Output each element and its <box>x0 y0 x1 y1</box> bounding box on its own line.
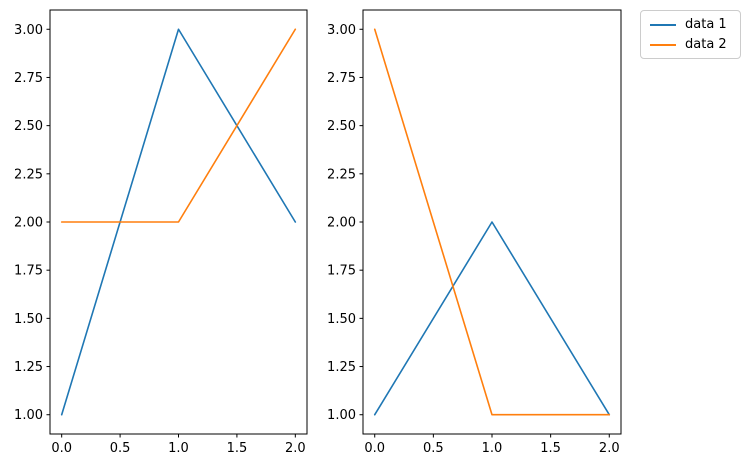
x-tick-label: 2.0 <box>285 441 306 456</box>
x-tick-label: 0.5 <box>110 441 131 456</box>
legend-label: data 2 <box>685 37 727 52</box>
x-tick-label: 2.0 <box>599 441 620 456</box>
y-tick-label: 2.00 <box>14 216 43 231</box>
x-tick-label: 1.5 <box>227 441 248 456</box>
y-tick-label: 2.50 <box>327 119 356 134</box>
legend-line-swatch-data-2 <box>650 43 676 46</box>
y-tick-label: 2.50 <box>14 119 43 134</box>
line-data-1 <box>373 221 611 416</box>
x-tick-label: 1.0 <box>482 441 503 456</box>
x-tick-label: 0.5 <box>423 441 444 456</box>
line-data-2 <box>373 28 611 416</box>
axes-spines <box>49 9 308 435</box>
legend-item-data-2: data 2 <box>650 38 730 51</box>
y-tick-label: 2.00 <box>327 216 356 231</box>
legend-line-swatch-data-1 <box>650 23 676 26</box>
y-tick-label: 1.25 <box>327 360 356 375</box>
y-tick-label: 1.50 <box>327 312 356 327</box>
y-tick-label: 1.50 <box>14 312 43 327</box>
y-tick-label: 2.75 <box>327 71 356 86</box>
legend-item-data-1: data 1 <box>650 18 730 31</box>
y-tick-label: 3.00 <box>327 23 356 38</box>
y-tick-label: 1.75 <box>327 264 356 279</box>
legend-label: data 1 <box>685 17 727 32</box>
y-tick-label: 2.25 <box>327 167 356 182</box>
y-tick-label: 2.25 <box>14 167 43 182</box>
line-data-2 <box>60 28 297 223</box>
y-tick-label: 1.75 <box>14 264 43 279</box>
x-tick-label: 1.0 <box>168 441 189 456</box>
x-tick-label: 0.0 <box>51 441 72 456</box>
x-tick-label: 1.5 <box>540 441 561 456</box>
y-tick-label: 1.00 <box>327 408 356 423</box>
y-tick-label: 1.00 <box>14 408 43 423</box>
y-tick-label: 1.25 <box>14 360 43 375</box>
y-tick-label: 2.75 <box>14 71 43 86</box>
axes-spines <box>362 9 622 435</box>
legend: data 1 data 2 <box>640 10 741 59</box>
line-data-1 <box>60 28 297 416</box>
x-tick-label: 0.0 <box>364 441 385 456</box>
y-tick-label: 3.00 <box>14 23 43 38</box>
